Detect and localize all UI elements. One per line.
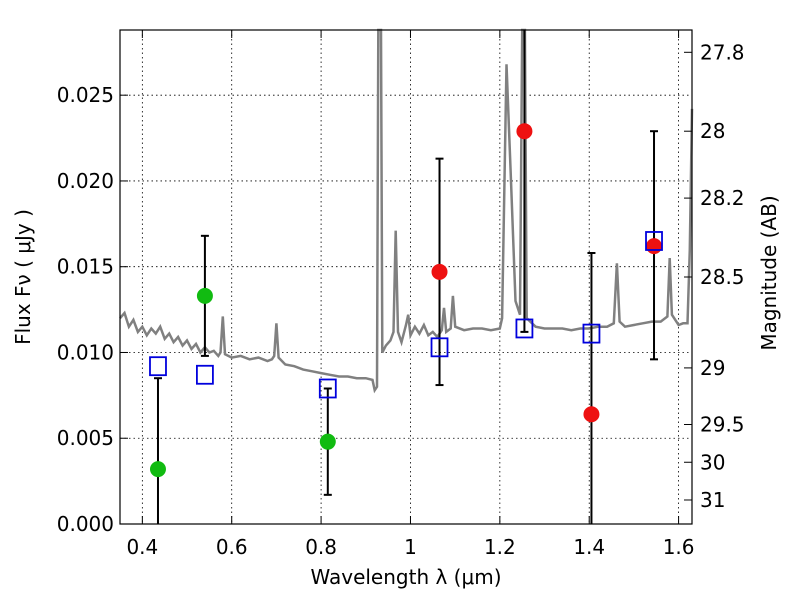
blue-square-point — [645, 231, 663, 251]
x-tick-label: 0.6 — [216, 535, 248, 559]
y-tick-label: 0.015 — [57, 255, 114, 279]
right-tick-label: 28.5 — [700, 265, 745, 289]
green-circle-point — [319, 433, 336, 450]
spectrum-layer — [119, 28, 694, 394]
right-tick-label: 27.8 — [700, 40, 745, 64]
red-circle-point — [431, 263, 448, 280]
blue-square-point — [582, 323, 601, 344]
y-tick-label: 0.000 — [57, 512, 114, 536]
spectrum-line — [119, 28, 694, 394]
data-markers — [149, 123, 663, 478]
blue-square-point — [515, 318, 534, 339]
green-circle-point — [196, 287, 213, 304]
blue-square-point — [318, 378, 337, 399]
error-bars — [153, 30, 659, 524]
x-tick-label: 0.8 — [305, 535, 337, 559]
axis-ticks — [120, 30, 692, 525]
blue-square-point — [196, 364, 214, 385]
y-tick-label: 0.020 — [57, 169, 114, 193]
y-tick-label: 0.005 — [57, 426, 114, 450]
x-tick-label: 1 — [404, 535, 417, 559]
right-tick-label: 30 — [700, 450, 725, 474]
red-circle-point — [583, 406, 600, 423]
y-axis-label: Flux Fν ( μJy ) — [11, 209, 35, 345]
tick-labels: 0.4 0.6 0.8 1 1.2 1.4 1.6 0.000 0.005 0.010 0.015 0… — [57, 40, 745, 559]
y-tick-label: 0.025 — [57, 83, 114, 107]
blue-square-point — [149, 356, 167, 377]
grid-lines — [120, 30, 692, 524]
red-circle-point — [516, 123, 533, 140]
x-axis-label: Wavelength λ (μm) — [310, 565, 501, 589]
x-tick-label: 1.4 — [573, 535, 605, 559]
right-tick-label: 29 — [700, 356, 725, 380]
right-tick-label: 29.5 — [700, 413, 745, 437]
right-tick-label: 31 — [700, 488, 725, 512]
y-tick-label: 0.010 — [57, 340, 114, 364]
blue-square-point — [430, 337, 449, 358]
x-tick-label: 1.2 — [484, 535, 516, 559]
right-tick-label: 28 — [700, 119, 725, 143]
x-tick-label: 1.6 — [663, 535, 695, 559]
red-circle-point — [646, 238, 663, 255]
right-axis-label: Magnitude (AB) — [757, 195, 781, 350]
x-tick-label: 0.4 — [126, 535, 158, 559]
green-circle-point — [149, 461, 166, 478]
right-tick-label: 28.2 — [700, 186, 745, 210]
